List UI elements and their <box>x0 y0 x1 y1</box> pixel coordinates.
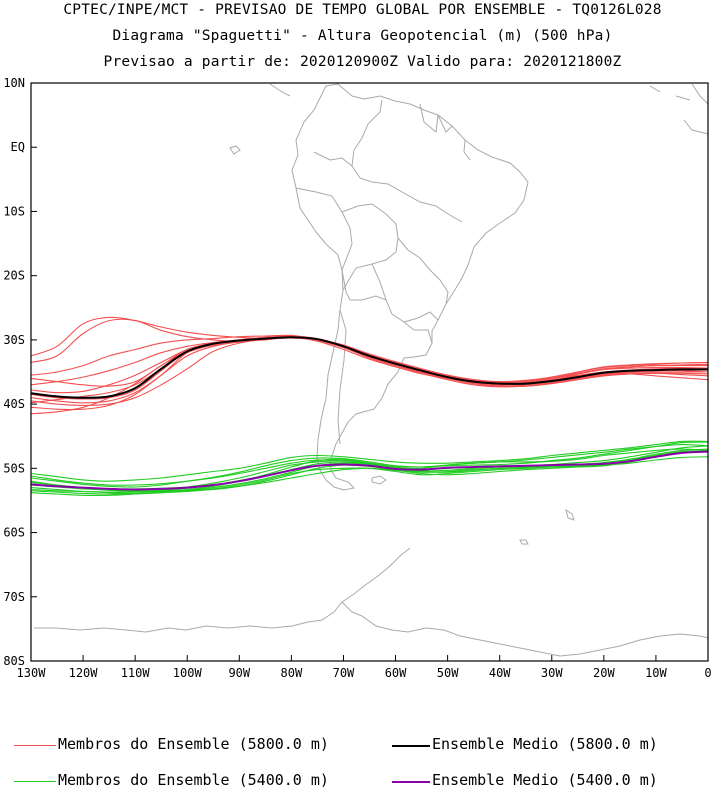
x-tick-label: 50W <box>437 666 459 680</box>
legend-label-members-5400: Membros do Ensemble (5400.0 m) <box>58 771 329 789</box>
x-tick-label: 120W <box>69 666 99 680</box>
member-5800-line <box>30 335 709 400</box>
y-tick-label: 60S <box>3 526 25 540</box>
member-5400-line <box>30 448 709 490</box>
title-line-2: Diagrama "Spaguetti" - Altura Geopotenci… <box>112 28 613 44</box>
axes: 130W 120W 110W 100W 90W 80W 70W 60W 50W 40W 30W 20W… <box>3 76 711 680</box>
y-tick-label: 50S <box>3 461 25 475</box>
africa-coastline <box>683 83 709 135</box>
title-line-1: CPTEC/INPE/MCT - PREVISAO DE TEMPO GLOBA… <box>63 2 662 18</box>
country-borders <box>295 99 471 445</box>
falklands-coastline <box>371 475 387 485</box>
antarctica-coastline-east <box>341 601 709 657</box>
x-tick-label: 100W <box>173 666 203 680</box>
y-tick-label: 70S <box>3 590 25 604</box>
y-tick-label: 80S <box>3 654 25 668</box>
legend-line-members-5800 <box>14 745 56 746</box>
x-tick-label: 30W <box>541 666 563 680</box>
x-tick-label: 90W <box>228 666 250 680</box>
south-america-coastline <box>291 83 529 491</box>
y-tick-label: 30S <box>3 333 25 347</box>
x-tick-label: 110W <box>121 666 151 680</box>
legend-label-mean-5400: Ensemble Medio (5400.0 m) <box>432 771 658 789</box>
member-5800-line <box>30 337 708 394</box>
title-line-3: Previsao a partir de: 2020120900Z Valido… <box>103 54 622 70</box>
coastline-map <box>34 83 709 657</box>
galapagos-coastline <box>229 145 241 155</box>
plot-frame <box>30 82 709 662</box>
x-tick-label: 40W <box>489 666 511 680</box>
x-tick-label: 130W <box>17 666 47 680</box>
x-tick-label: 20W <box>593 666 615 680</box>
member-5400-line <box>30 440 709 482</box>
x-tick-label: 10W <box>645 666 667 680</box>
mean-5800-mean-line <box>30 336 709 399</box>
y-tick-label: EQ <box>11 140 25 154</box>
member-5800-line <box>30 337 709 404</box>
x-tick-label: 60W <box>385 666 407 680</box>
y-tick-label: 20S <box>3 269 25 283</box>
legend-label-mean-5800: Ensemble Medio (5800.0 m) <box>432 735 658 753</box>
member-5400-line <box>30 441 709 488</box>
x-tick-label: 80W <box>281 666 303 680</box>
south-orkney-coastline <box>519 539 529 545</box>
antarctica-coastline <box>34 547 411 633</box>
member-5400-line <box>30 444 709 486</box>
legend-line-members-5400 <box>14 781 56 782</box>
contour-lines <box>30 316 709 496</box>
legend-label-members-5800: Membros do Ensemble (5800.0 m) <box>58 735 329 753</box>
member-5800-line <box>30 336 709 404</box>
y-tick-label: 10N <box>3 76 25 90</box>
y-tick-label: 40S <box>3 397 25 411</box>
member-5800-line <box>30 336 708 388</box>
spaghetti-map: 130W 120W 110W 100W 90W 80W 70W 60W 50W 40W 30W 20W… <box>3 76 711 680</box>
caribbean-coastline <box>269 83 691 101</box>
x-tick-label: 70W <box>333 666 355 680</box>
y-tick-label: 10S <box>3 204 25 218</box>
south-georgia-coastline <box>565 508 575 521</box>
member-5800-line <box>30 335 709 388</box>
x-tick-label: 0 <box>704 666 711 680</box>
mean-5400-mean-line <box>30 450 709 491</box>
legend-line-mean-5800 <box>392 745 430 747</box>
legend-line-mean-5400 <box>392 781 430 783</box>
